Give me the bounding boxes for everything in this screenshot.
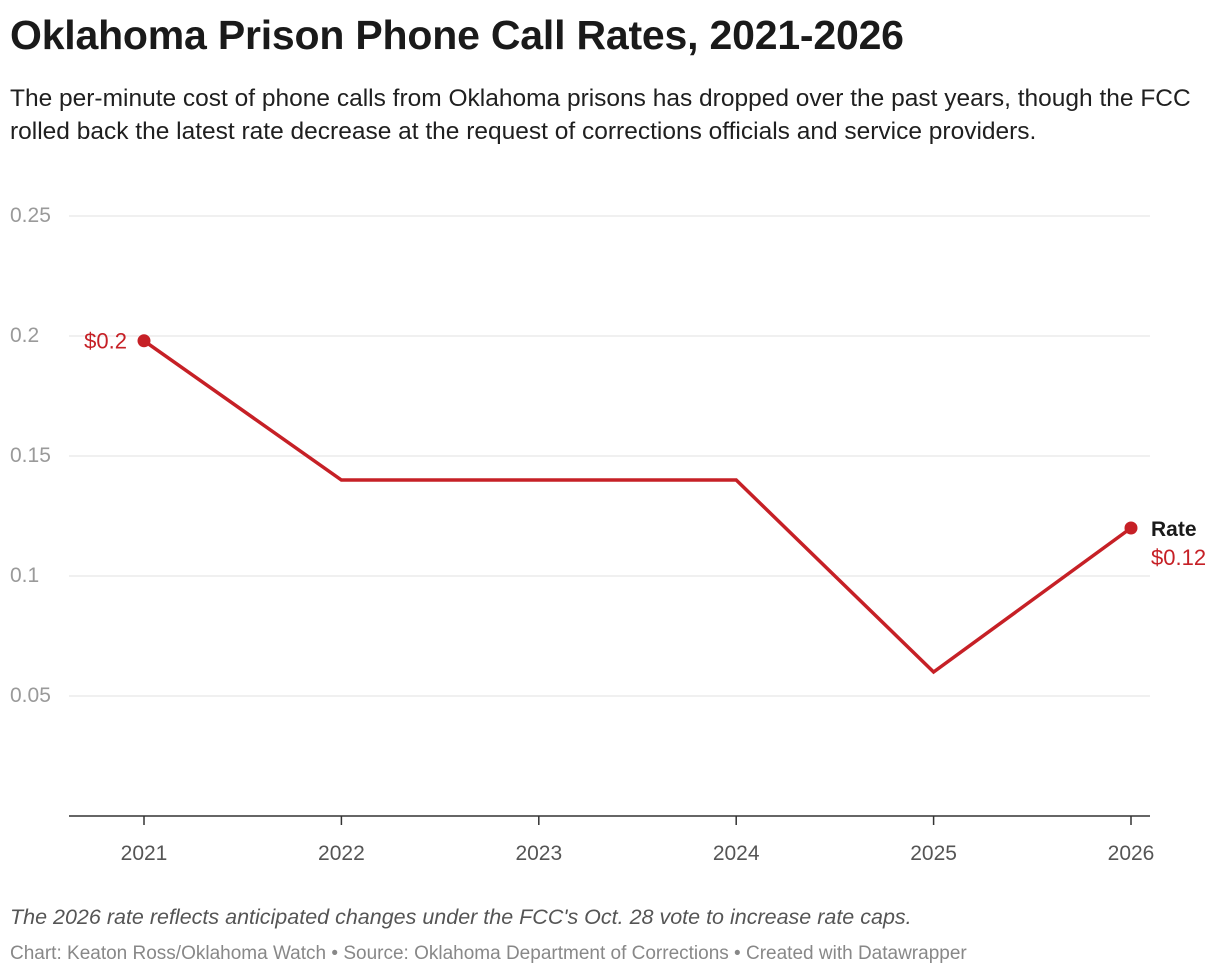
chart-subtitle: The per-minute cost of phone calls from … [10,85,1191,145]
y-tick-label: 0.2 [10,324,39,347]
y-tick-label: 0.05 [10,684,51,707]
data-point-first [137,334,151,348]
x-tick-label: 2023 [515,842,562,865]
x-tick-label: 2025 [910,842,957,865]
y-tick-label: 0.1 [10,564,39,587]
data-point-last [1124,521,1138,535]
credit-author: Chart: Keaton Ross/Oklahoma Watch [10,943,327,964]
x-tick-label: 2022 [318,842,365,865]
gridlines [69,215,1150,697]
y-tick-label: 0.25 [10,204,51,227]
y-tick-label: 0.15 [10,444,51,467]
series-name-label: Rate [1151,518,1197,541]
data-label-first: $0.2 [84,328,127,353]
x-tick-label: 2026 [1108,842,1155,865]
credit-tool: Created with Datawrapper [746,943,967,964]
data-labels: $0.2 Rate $0.12 [84,328,1206,570]
y-axis-tick-labels: 0.25 0.2 0.15 0.1 0.05 [10,204,51,707]
credit-separator: • [326,943,344,964]
chart-title: Oklahoma Prison Phone Call Rates, 2021-2… [10,12,904,58]
data-label-last: $0.12 [1151,545,1206,570]
series-rate [137,334,1138,675]
x-tick-label: 2021 [121,842,168,865]
x-axis: 2021 2022 2023 2024 2025 2026 [69,815,1155,865]
x-tick-label: 2024 [713,842,760,865]
credit-separator: • [728,943,746,964]
chart-note: The 2026 rate reflects anticipated chang… [10,905,912,929]
credit-source: Source: Oklahoma Department of Correctio… [343,943,729,964]
chart-credits: Chart: Keaton Ross/Oklahoma Watch • Sour… [10,943,967,965]
series-line-rate [142,339,1133,675]
